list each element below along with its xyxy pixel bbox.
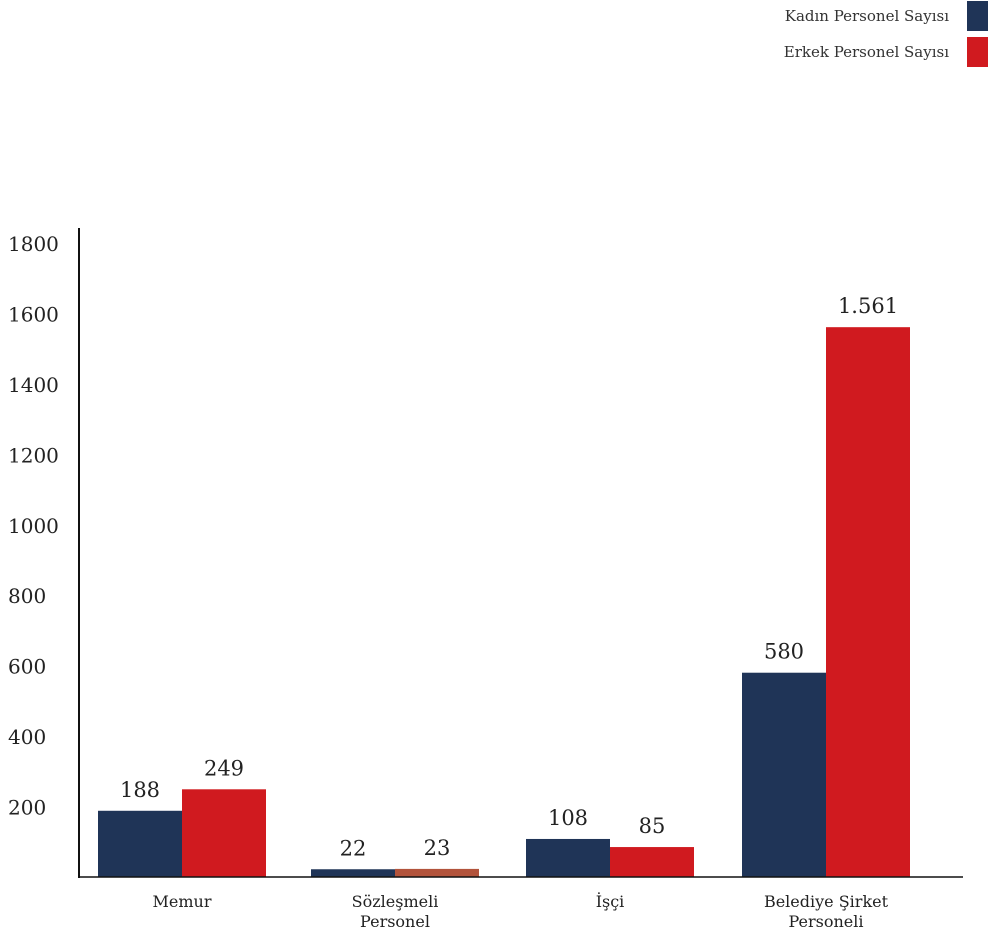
bar-kadin <box>526 838 610 877</box>
value-label-erkek: 85 <box>639 814 666 838</box>
x-tick-label: Sözleşmeli <box>352 892 439 911</box>
y-tick-label: 1600 <box>8 302 59 326</box>
bar-kadin <box>742 672 826 877</box>
x-tick-label: Personel <box>360 912 430 931</box>
value-label-erkek: 23 <box>424 836 451 860</box>
bar-erkek <box>610 847 694 877</box>
value-label-kadin: 188 <box>120 778 160 802</box>
value-labels: 188 22 108 580 249 23 85 1.561 <box>120 294 898 860</box>
value-label-kadin: 108 <box>548 806 588 830</box>
legend-item-kadin: Kadın Personel Sayısı <box>785 0 988 32</box>
bar-kadin <box>311 869 395 877</box>
y-tick-label: 1400 <box>8 373 59 397</box>
value-label-erkek: 249 <box>204 756 244 780</box>
x-tick-label: Belediye Şirket <box>764 892 889 911</box>
y-tick-label: 1800 <box>8 232 59 256</box>
legend-label-erkek: Erkek Personel Sayısı <box>783 43 949 61</box>
legend-swatch-erkek <box>967 37 988 67</box>
x-tick-label: Memur <box>153 892 212 911</box>
bar-erkek <box>182 789 266 877</box>
x-tick-label: İşçi <box>596 891 625 911</box>
legend: Kadın Personel Sayısı Erkek Personel Say… <box>0 0 988 80</box>
y-tick-label: 600 <box>8 655 46 679</box>
bars <box>98 327 910 877</box>
legend-label-kadin: Kadın Personel Sayısı <box>784 7 949 25</box>
y-tick-label: 1200 <box>8 443 59 467</box>
y-tick-label: 800 <box>8 584 46 608</box>
legend-item-erkek: Erkek Personel Sayısı <box>784 36 988 68</box>
y-axis-ticks: 200 400 600 800 1000 1200 1400 1600 1800 <box>8 232 59 820</box>
y-tick-label: 1000 <box>8 514 59 538</box>
y-tick-label: 400 <box>8 725 46 749</box>
value-label-erkek: 1.561 <box>838 294 898 318</box>
bar-kadin <box>98 810 182 877</box>
value-label-kadin: 22 <box>340 836 367 860</box>
legend-swatch-kadin <box>967 1 988 31</box>
bar-erkek <box>395 868 479 877</box>
bar-erkek <box>826 327 910 877</box>
y-tick-label: 200 <box>8 796 46 820</box>
x-tick-label: Personeli <box>788 912 863 931</box>
value-label-kadin: 580 <box>764 640 804 664</box>
